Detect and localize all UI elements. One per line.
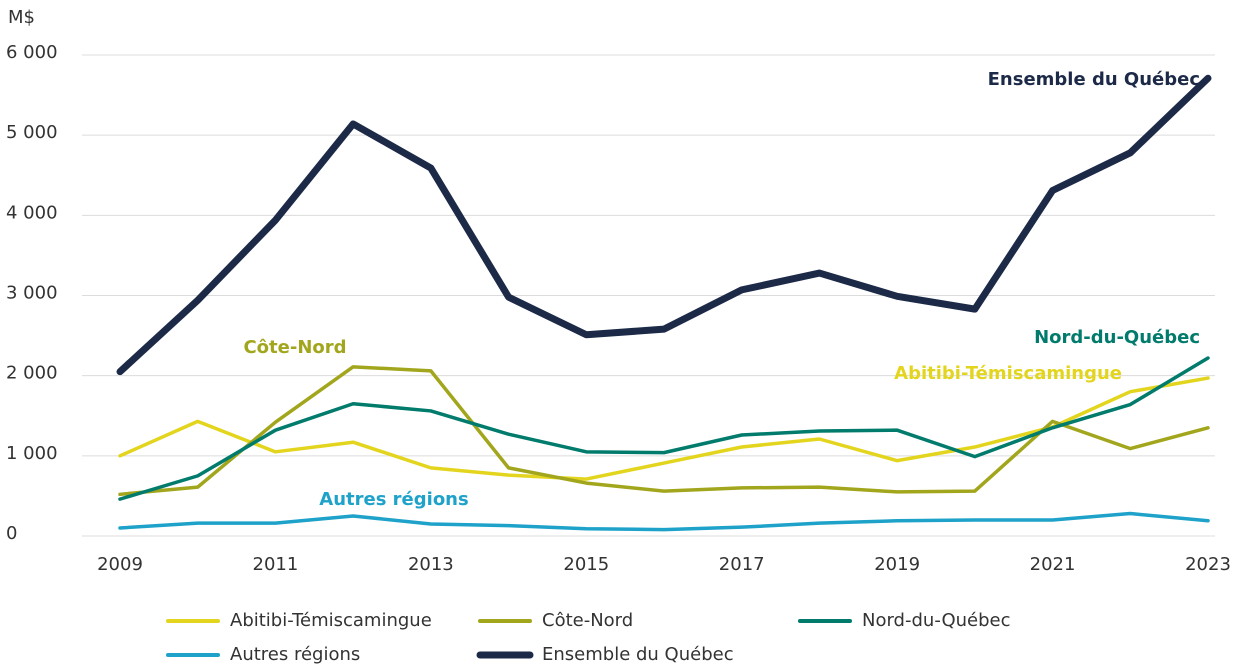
series-line	[118, 511, 1210, 532]
x-tick-label: 2013	[408, 554, 454, 575]
x-tick-label: 2021	[1030, 554, 1076, 575]
legend-label: Nord-du-Québec	[862, 610, 1011, 631]
y-tick-label: 3 000	[6, 283, 58, 304]
x-tick-label: 2015	[563, 554, 609, 575]
y-tick-label: 0	[6, 523, 17, 544]
series-line	[118, 356, 1210, 501]
x-tick-label: 2023	[1185, 554, 1231, 575]
y-tick-label: 2 000	[6, 363, 58, 384]
x-tick-label: 2011	[253, 554, 299, 575]
y-axis-label: M$	[8, 7, 35, 28]
y-tick-label: 4 000	[6, 202, 58, 223]
y-tick-label: 6 000	[6, 42, 58, 63]
series-annotation: Ensemble du Québec	[988, 69, 1200, 90]
y-tick-label: 5 000	[6, 122, 58, 143]
legend-label: Autres régions	[230, 644, 360, 665]
series-line	[116, 74, 1212, 376]
y-tick-label: 1 000	[6, 443, 58, 464]
x-tick-label: 2019	[874, 554, 920, 575]
series-line	[118, 365, 1210, 497]
x-tick-label: 2017	[719, 554, 765, 575]
series-annotation: Nord-du-Québec	[1034, 327, 1200, 348]
series-annotation: Autres régions	[319, 489, 468, 510]
series-line	[118, 376, 1210, 481]
legend-label: Ensemble du Québec	[542, 644, 734, 665]
x-tick-label: 2009	[97, 554, 143, 575]
legend-label: Côte-Nord	[542, 610, 633, 631]
series-annotation: Côte-Nord	[243, 337, 346, 358]
legend-label: Abitibi-Témiscamingue	[230, 610, 432, 631]
series-annotation: Abitibi-Témiscamingue	[894, 363, 1122, 384]
